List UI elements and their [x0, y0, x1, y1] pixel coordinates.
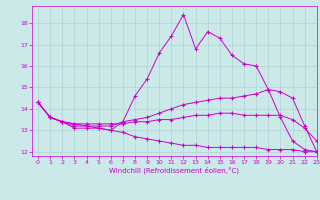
X-axis label: Windchill (Refroidissement éolien,°C): Windchill (Refroidissement éolien,°C) — [109, 167, 239, 174]
